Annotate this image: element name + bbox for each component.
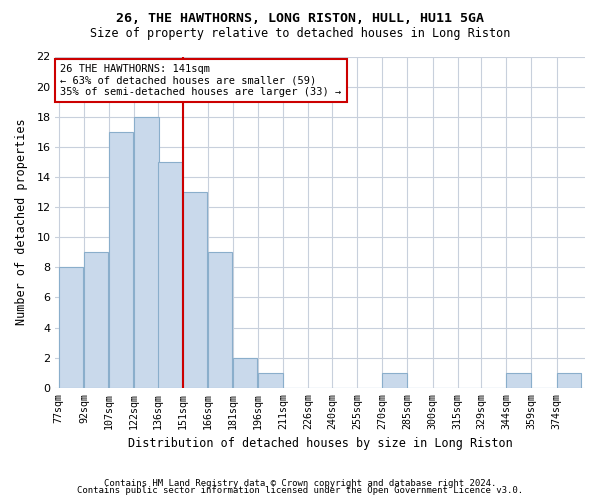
Bar: [158, 162, 182, 388]
Bar: [134, 116, 158, 388]
Text: Contains public sector information licensed under the Open Government Licence v3: Contains public sector information licen…: [77, 486, 523, 495]
Bar: [557, 372, 581, 388]
Text: Contains HM Land Registry data © Crown copyright and database right 2024.: Contains HM Land Registry data © Crown c…: [104, 478, 496, 488]
Text: 26 THE HAWTHORNS: 141sqm
← 63% of detached houses are smaller (59)
35% of semi-d: 26 THE HAWTHORNS: 141sqm ← 63% of detach…: [61, 64, 342, 97]
Y-axis label: Number of detached properties: Number of detached properties: [15, 119, 28, 326]
Text: 26, THE HAWTHORNS, LONG RISTON, HULL, HU11 5GA: 26, THE HAWTHORNS, LONG RISTON, HULL, HU…: [116, 12, 484, 26]
Bar: [59, 268, 83, 388]
Bar: [208, 252, 232, 388]
Bar: [84, 252, 108, 388]
Bar: [183, 192, 207, 388]
Bar: [109, 132, 133, 388]
Bar: [233, 358, 257, 388]
Text: Size of property relative to detached houses in Long Riston: Size of property relative to detached ho…: [90, 28, 510, 40]
Bar: [506, 372, 530, 388]
Bar: [382, 372, 407, 388]
Bar: [258, 372, 283, 388]
X-axis label: Distribution of detached houses by size in Long Riston: Distribution of detached houses by size …: [128, 437, 512, 450]
